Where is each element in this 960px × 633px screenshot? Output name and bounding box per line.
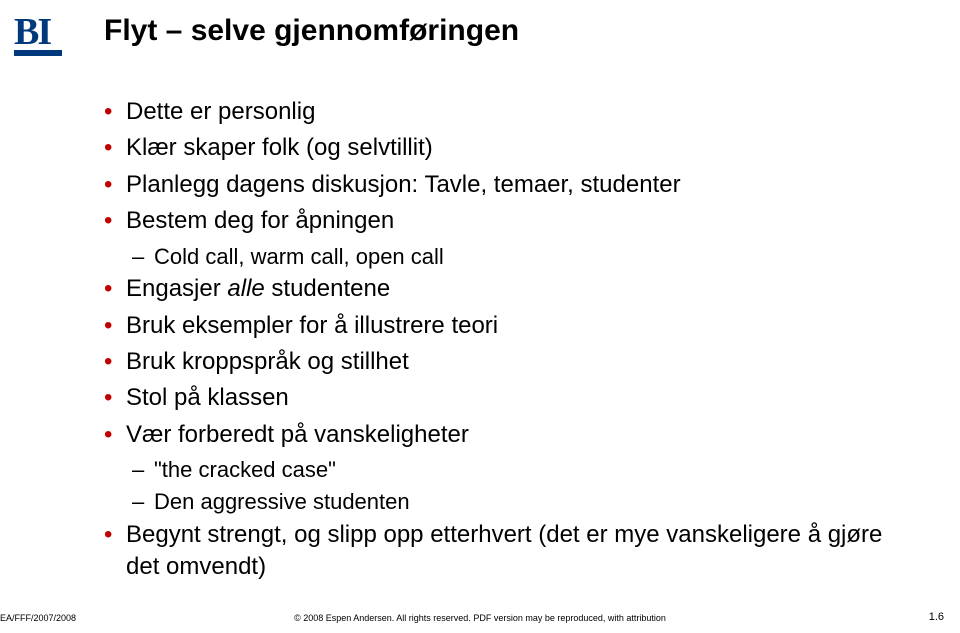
- bullet-level-2: Cold call, warm call, open call: [132, 242, 904, 272]
- bullet-level-1: Stol på klassen: [104, 382, 904, 414]
- footer-center: © 2008 Espen Andersen. All rights reserv…: [0, 613, 960, 623]
- bullet-level-1: Klær skaper folk (og selvtillit): [104, 132, 904, 164]
- footer-right: 1.6: [929, 611, 944, 623]
- bullet-text-part: studentene: [265, 275, 390, 302]
- bi-logo: BI: [14, 14, 80, 63]
- bullet-level-2: Den aggressive studenten: [132, 487, 904, 517]
- bullet-text-part: Engasjer: [126, 275, 227, 302]
- bullet-level-1: Bruk eksempler for å illustrere teori: [104, 310, 904, 342]
- bullet-level-1: Planlegg dagens diskusjon: Tavle, temaer…: [104, 169, 904, 201]
- slide-title: Flyt – selve gjennomføringen: [104, 14, 519, 48]
- slide: BI Flyt – selve gjennomføringen Dette er…: [0, 0, 960, 633]
- bullet-level-2: "the cracked case": [132, 455, 904, 485]
- bullet-list: Dette er personlig Klær skaper folk (og s…: [104, 96, 904, 587]
- bullet-level-1: Begynt strengt, og slipp opp etterhvert …: [104, 519, 904, 584]
- bullet-level-1: Bestem deg for åpningen: [104, 205, 904, 237]
- bullet-text-part: alle: [227, 275, 264, 302]
- bullet-level-1: Vær forberedt på vanskeligheter: [104, 419, 904, 451]
- bullet-level-1: Bruk kroppspråk og stillhet: [104, 346, 904, 378]
- bullet-level-1: Engasjer alle studentene: [104, 273, 904, 305]
- svg-text:BI: BI: [14, 14, 51, 53]
- bullet-level-1: Dette er personlig: [104, 96, 904, 128]
